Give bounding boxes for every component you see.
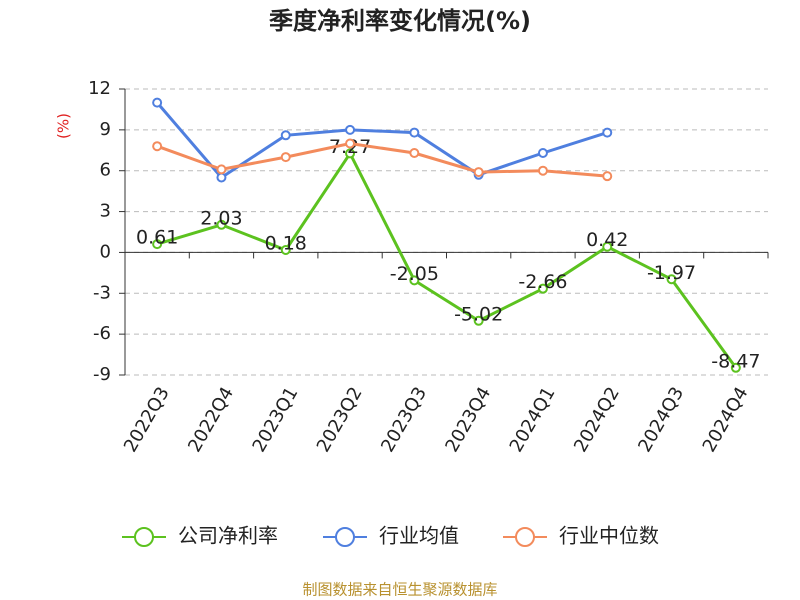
x-tick-label: 2024Q1	[506, 384, 560, 456]
legend-label: 行业均值	[379, 524, 459, 548]
data-point	[473, 315, 484, 326]
data-point	[537, 165, 548, 176]
legend-marker	[335, 527, 355, 547]
data-label: -1.97	[647, 262, 696, 284]
data-label: -8.47	[711, 350, 760, 372]
y-tick-label: 0	[100, 241, 111, 262]
x-tick-label: 2024Q4	[699, 384, 753, 456]
data-label: -5.02	[454, 303, 503, 325]
chart-title: 季度净利率变化情况(%)	[269, 7, 531, 35]
data-point	[409, 275, 420, 286]
y-tick-label: 6	[100, 160, 111, 181]
data-point	[730, 362, 741, 373]
data-point	[666, 274, 677, 285]
data-label: 2.03	[200, 207, 242, 229]
data-point	[602, 127, 613, 138]
data-label: 0.42	[586, 229, 628, 251]
source-note: 制图数据来自恒生聚源数据库	[302, 581, 497, 599]
data-point	[216, 172, 227, 183]
x-tick-label: 2024Q3	[634, 384, 688, 456]
data-label: -2.66	[518, 271, 567, 293]
data-point	[152, 141, 163, 152]
x-tick-label: 2022Q4	[184, 384, 238, 456]
data-point	[409, 148, 420, 159]
data-point	[473, 167, 484, 178]
x-tick-label: 2022Q3	[120, 384, 174, 456]
series-line	[156, 141, 608, 178]
data-label: 0.18	[265, 232, 307, 254]
data-point	[345, 124, 356, 135]
data-point	[345, 148, 356, 159]
data-point	[345, 138, 356, 149]
x-tick-label: 2023Q3	[377, 384, 431, 456]
data-point	[537, 148, 548, 159]
x-tick-label: 2023Q2	[313, 384, 367, 456]
data-point	[152, 239, 163, 250]
data-label: -2.05	[390, 263, 439, 285]
y-tick-label: -9	[93, 364, 111, 385]
legend-marker	[515, 527, 535, 547]
y-axis-label: (%)	[55, 113, 73, 139]
data-point	[216, 164, 227, 175]
x-tick-label: 2024Q2	[570, 384, 624, 456]
legend-label: 行业中位数	[559, 524, 659, 548]
data-point	[216, 219, 227, 230]
data-point	[602, 171, 613, 182]
data-point	[280, 130, 291, 141]
data-point	[537, 283, 548, 294]
series-line	[156, 150, 738, 369]
data-label: 0.61	[136, 227, 178, 249]
y-tick-label: 12	[88, 78, 111, 99]
y-tick-label: -6	[93, 323, 111, 344]
data-point	[409, 127, 420, 138]
data-point	[280, 152, 291, 163]
y-tick-label: 9	[100, 119, 111, 140]
legend-marker	[134, 527, 154, 547]
data-point	[152, 97, 163, 108]
data-point	[602, 241, 613, 252]
y-tick-label: -3	[93, 282, 111, 303]
x-tick-label: 2023Q1	[249, 384, 303, 456]
y-tick-label: 3	[100, 201, 111, 222]
series-line	[156, 101, 608, 180]
data-point	[280, 244, 291, 255]
legend-label: 公司净利率	[178, 524, 278, 548]
x-tick-label: 2023Q4	[441, 384, 495, 456]
